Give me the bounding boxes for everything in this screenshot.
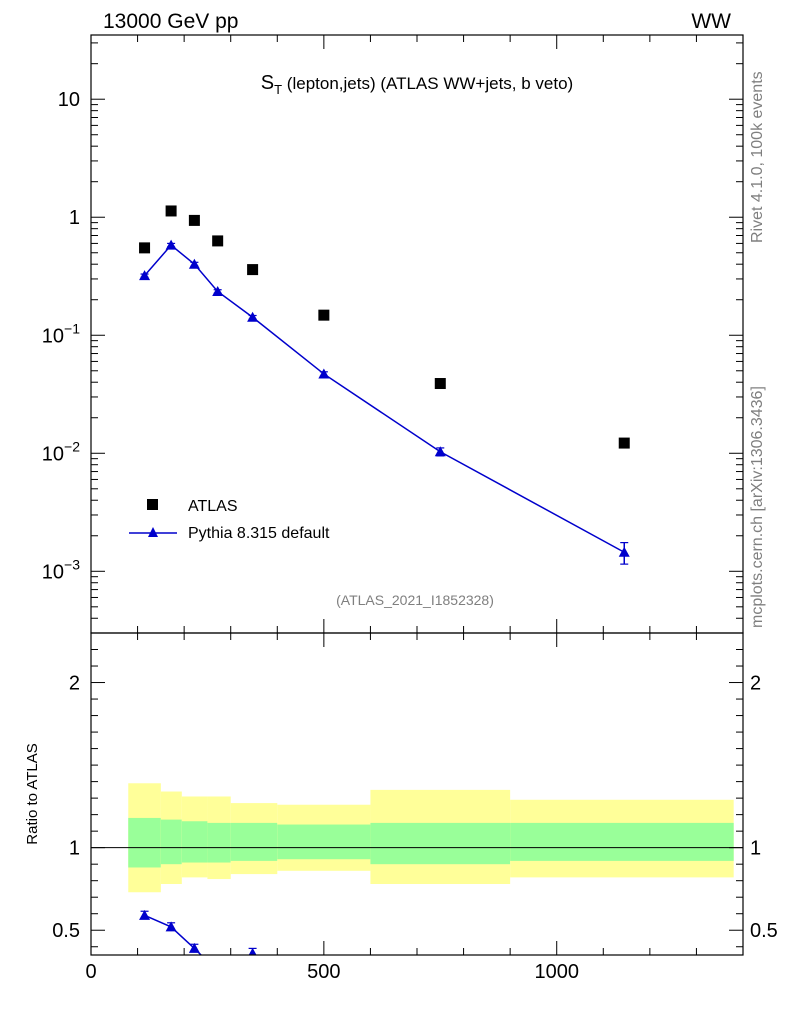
rivet-label: Rivet 4.1.0, 100k events bbox=[749, 71, 766, 243]
title-rest: (lepton,jets) (ATLAS WW+jets, b veto) bbox=[282, 74, 573, 93]
pythia-point bbox=[618, 546, 630, 557]
mcplots-label: mcplots.cern.ch [arXiv:1306.3436] bbox=[749, 386, 766, 628]
analysis-label: (ATLAS_2021_I1852328) bbox=[336, 592, 494, 608]
atlas-point bbox=[165, 205, 177, 217]
atlas-point bbox=[247, 264, 259, 276]
main-y-tick-label: 10−2 bbox=[42, 438, 80, 465]
pythia-point bbox=[434, 446, 446, 457]
ratio-y-tick-label: 0.5 bbox=[52, 920, 80, 942]
pythia-point bbox=[247, 311, 259, 322]
main-y-tick-label: 1 bbox=[69, 207, 80, 229]
ratio-y-tick-label-right: 0.5 bbox=[750, 920, 778, 942]
ratio-ylabel: Ratio to ATLAS bbox=[24, 743, 41, 844]
ratio-x-tick-label: 0 bbox=[85, 961, 96, 983]
atlas-point bbox=[618, 437, 630, 449]
pythia-series bbox=[139, 239, 630, 565]
ratio-inner-band bbox=[160, 819, 182, 865]
ratio-inner-band bbox=[207, 822, 231, 863]
atlas-point bbox=[318, 309, 330, 321]
pythia-point bbox=[318, 368, 330, 379]
ratio-y-axis: 0.5 0.5 1 1 2 2 bbox=[52, 632, 778, 948]
main-y-tick-label: 10−3 bbox=[42, 556, 80, 583]
ratio-x-tick-label: 1000 bbox=[534, 961, 579, 983]
ratio-pythia-point bbox=[188, 942, 200, 953]
title-symbol: S bbox=[261, 72, 274, 94]
ratio-pythia-point bbox=[248, 947, 257, 955]
atlas-series bbox=[139, 205, 630, 449]
ratio-x-axis: 0 500 1000 bbox=[85, 633, 744, 983]
ratio-y-tick-label: 2 bbox=[69, 673, 80, 695]
main-x-ticks bbox=[90, 35, 744, 633]
y-tick-base: 10 bbox=[58, 89, 80, 111]
ratio-inner-band bbox=[181, 821, 208, 863]
ratio-inner-band bbox=[510, 822, 734, 861]
y-tick-base: 10 bbox=[42, 325, 64, 347]
ratio-inner-band bbox=[128, 817, 161, 868]
legend-atlas-marker bbox=[147, 499, 158, 510]
legend: ATLAS Pythia 8.315 default bbox=[129, 498, 330, 542]
atlas-point bbox=[212, 235, 224, 247]
ratio-x-tick-label: 500 bbox=[307, 961, 340, 983]
main-y-tick-label: 10 bbox=[58, 89, 80, 111]
y-tick-base: 1 bbox=[69, 207, 80, 229]
ratio-pythia-point bbox=[165, 921, 177, 932]
ratio-panel: 0.5 0.5 1 1 2 2 0 500 1000 Ratio to ATLAS bbox=[24, 632, 778, 983]
ratio-pythia-series bbox=[139, 909, 257, 955]
main-panel: ST (lepton,jets) (ATLAS WW+jets, b veto)… bbox=[42, 34, 744, 634]
y-tick-exponent: −1 bbox=[64, 320, 80, 336]
ratio-y-tick-label-right: 2 bbox=[750, 673, 761, 695]
y-tick-exponent: −2 bbox=[64, 438, 80, 454]
ratio-inner-band bbox=[230, 822, 278, 861]
legend-atlas-label: ATLAS bbox=[188, 498, 238, 515]
header-right: WW bbox=[691, 10, 731, 33]
ratio-inner-band bbox=[370, 822, 511, 865]
legend-pythia-label: Pythia 8.315 default bbox=[188, 525, 330, 542]
y-tick-exponent: −3 bbox=[64, 556, 80, 572]
title-subscript: T bbox=[274, 82, 282, 97]
y-tick-base: 10 bbox=[42, 561, 64, 583]
ratio-pythia-point bbox=[139, 909, 151, 920]
pythia-point bbox=[188, 258, 200, 269]
legend-pythia-marker bbox=[148, 527, 158, 537]
main-title: ST (lepton,jets) (ATLAS WW+jets, b veto) bbox=[261, 72, 573, 97]
atlas-point bbox=[188, 214, 200, 226]
pythia-point bbox=[139, 270, 151, 281]
ratio-inner-band bbox=[277, 824, 371, 860]
pythia-point bbox=[165, 239, 177, 250]
ratio-bands bbox=[91, 783, 743, 893]
atlas-point bbox=[434, 378, 446, 390]
ratio-pythia-line bbox=[144, 914, 203, 955]
ratio-y-tick-label: 1 bbox=[69, 838, 80, 860]
main-frame bbox=[90, 34, 744, 634]
y-tick-base: 10 bbox=[42, 443, 64, 465]
pythia-point bbox=[212, 285, 224, 296]
ratio-y-tick-label-right: 1 bbox=[750, 838, 761, 860]
main-y-tick-label: 10−1 bbox=[42, 320, 80, 347]
atlas-point bbox=[139, 242, 151, 254]
header-left: 13000 GeV pp bbox=[103, 10, 238, 33]
